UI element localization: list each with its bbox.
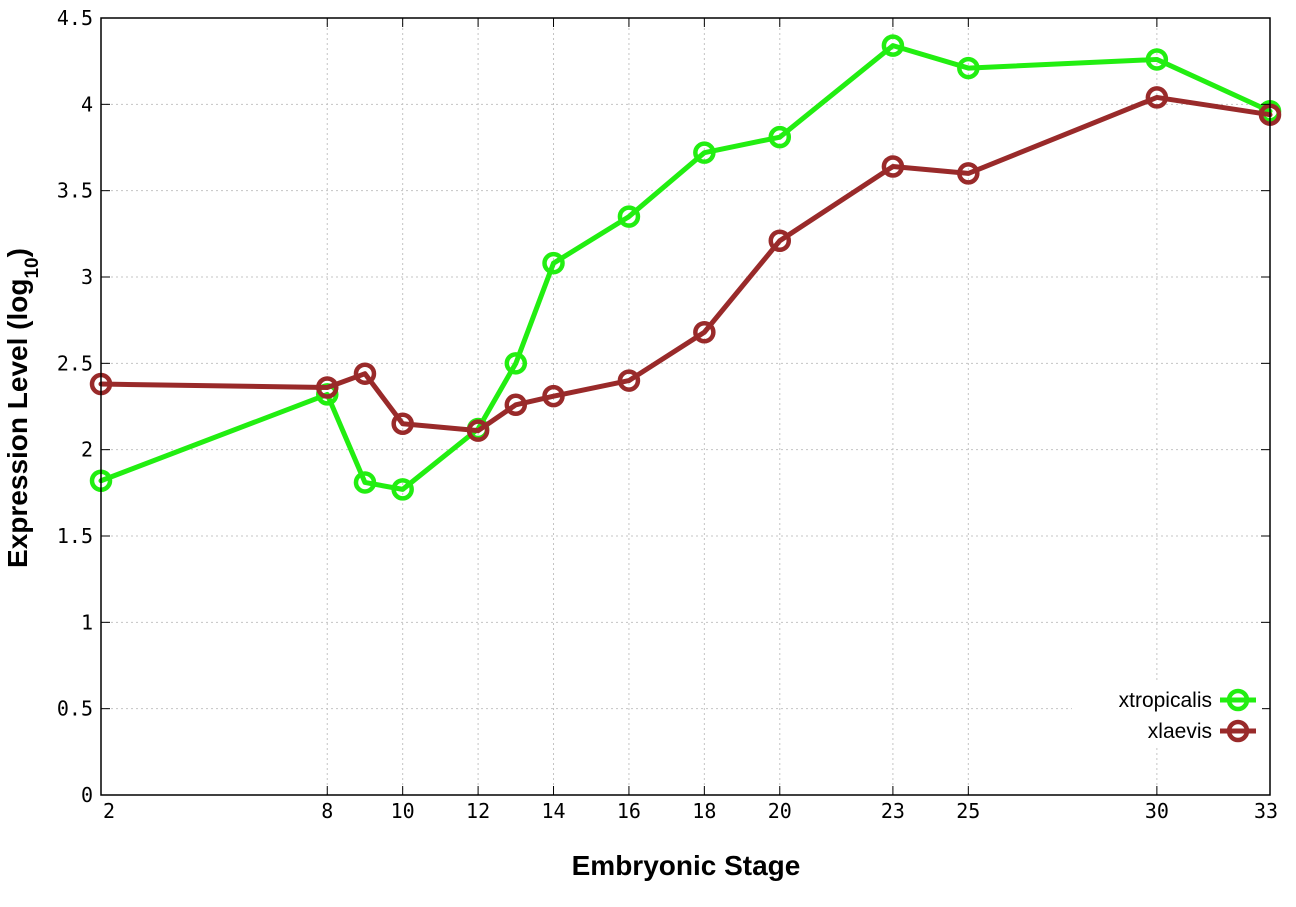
data-point-xtropicalis <box>542 251 565 275</box>
data-point-xtropicalis <box>617 205 641 228</box>
x-axis-title: Embryonic Stage <box>572 850 801 881</box>
data-point-xlaevis <box>617 369 641 392</box>
data-point-xlaevis <box>542 384 565 408</box>
data-point-xlaevis <box>316 376 339 399</box>
x-tick-label: 33 <box>1254 799 1278 823</box>
legend-marker-xtropicalis <box>1226 688 1250 712</box>
data-point-xlaevis <box>693 321 716 344</box>
data-point-xlaevis <box>391 412 414 436</box>
legend-label-xtropicalis: xtropicalis <box>1119 689 1212 712</box>
data-point-xtropicalis <box>881 34 905 57</box>
data-point-xtropicalis <box>768 125 792 149</box>
data-point-xtropicalis <box>693 141 716 164</box>
plot-frame <box>100 17 1271 796</box>
x-tick-label: 16 <box>617 799 641 823</box>
y-axis-title-close: ) <box>2 248 33 257</box>
data-point-xlaevis <box>957 162 980 185</box>
data-point-xlaevis <box>768 229 792 252</box>
y-tick-label: 2.5 <box>57 351 93 375</box>
legend-label-xlaevis: xlaevis <box>1148 720 1212 743</box>
y-tick-label: 0.5 <box>57 697 93 721</box>
y-axis-title: Expression Level (log10) <box>2 248 43 568</box>
axis-ticks: 0 0.5 1 1.5 2 2.5 3 3.5 4 4.5 2 8 10 12 14 16 18 20 23 25 30… <box>57 6 1278 823</box>
series-layer <box>89 34 1282 501</box>
y-tick-label: 4.5 <box>57 6 93 30</box>
x-tick-label: 8 <box>321 799 333 823</box>
series-line-xtropicalis <box>98 43 1273 492</box>
x-tick-label: 18 <box>692 799 716 823</box>
x-tick-label: 23 <box>881 799 905 823</box>
x-tick-label: 20 <box>768 799 792 823</box>
x-tick-label: 14 <box>541 799 565 823</box>
grid-lines <box>101 18 1270 795</box>
y-tick-label: 1.5 <box>57 524 93 548</box>
data-point-xtropicalis <box>353 471 377 494</box>
data-point-xtropicalis <box>504 352 528 375</box>
data-point-xtropicalis <box>391 478 414 501</box>
y-tick-label: 0 <box>81 783 93 807</box>
x-tick-label: 2 <box>103 799 115 823</box>
data-point-xtropicalis <box>957 56 980 80</box>
y-axis-title-main: Expression Level (log <box>2 279 33 568</box>
data-point-xlaevis <box>1145 86 1169 109</box>
series-line-xlaevis <box>98 94 1273 434</box>
data-point-xlaevis <box>504 393 528 417</box>
y-tick-label: 1 <box>81 610 93 634</box>
x-tick-label: 12 <box>466 799 490 823</box>
y-tick-label: 4 <box>81 92 93 116</box>
data-point-xtropicalis <box>1145 48 1169 71</box>
data-point-xlaevis <box>881 155 905 178</box>
y-tick-label: 2 <box>81 438 93 462</box>
data-point-xlaevis <box>353 362 377 385</box>
legend-marker-xlaevis <box>1226 719 1250 743</box>
y-tick-label: 3.5 <box>57 179 93 203</box>
data-point-xlaevis <box>466 419 490 442</box>
y-axis-title-subscript: 10 <box>22 257 43 278</box>
x-tick-label: 25 <box>956 799 980 823</box>
x-tick-label: 30 <box>1145 799 1169 823</box>
x-tick-label: 10 <box>391 799 415 823</box>
y-tick-label: 3 <box>81 265 93 289</box>
legend: xtropicalis xlaevis <box>1072 680 1262 746</box>
